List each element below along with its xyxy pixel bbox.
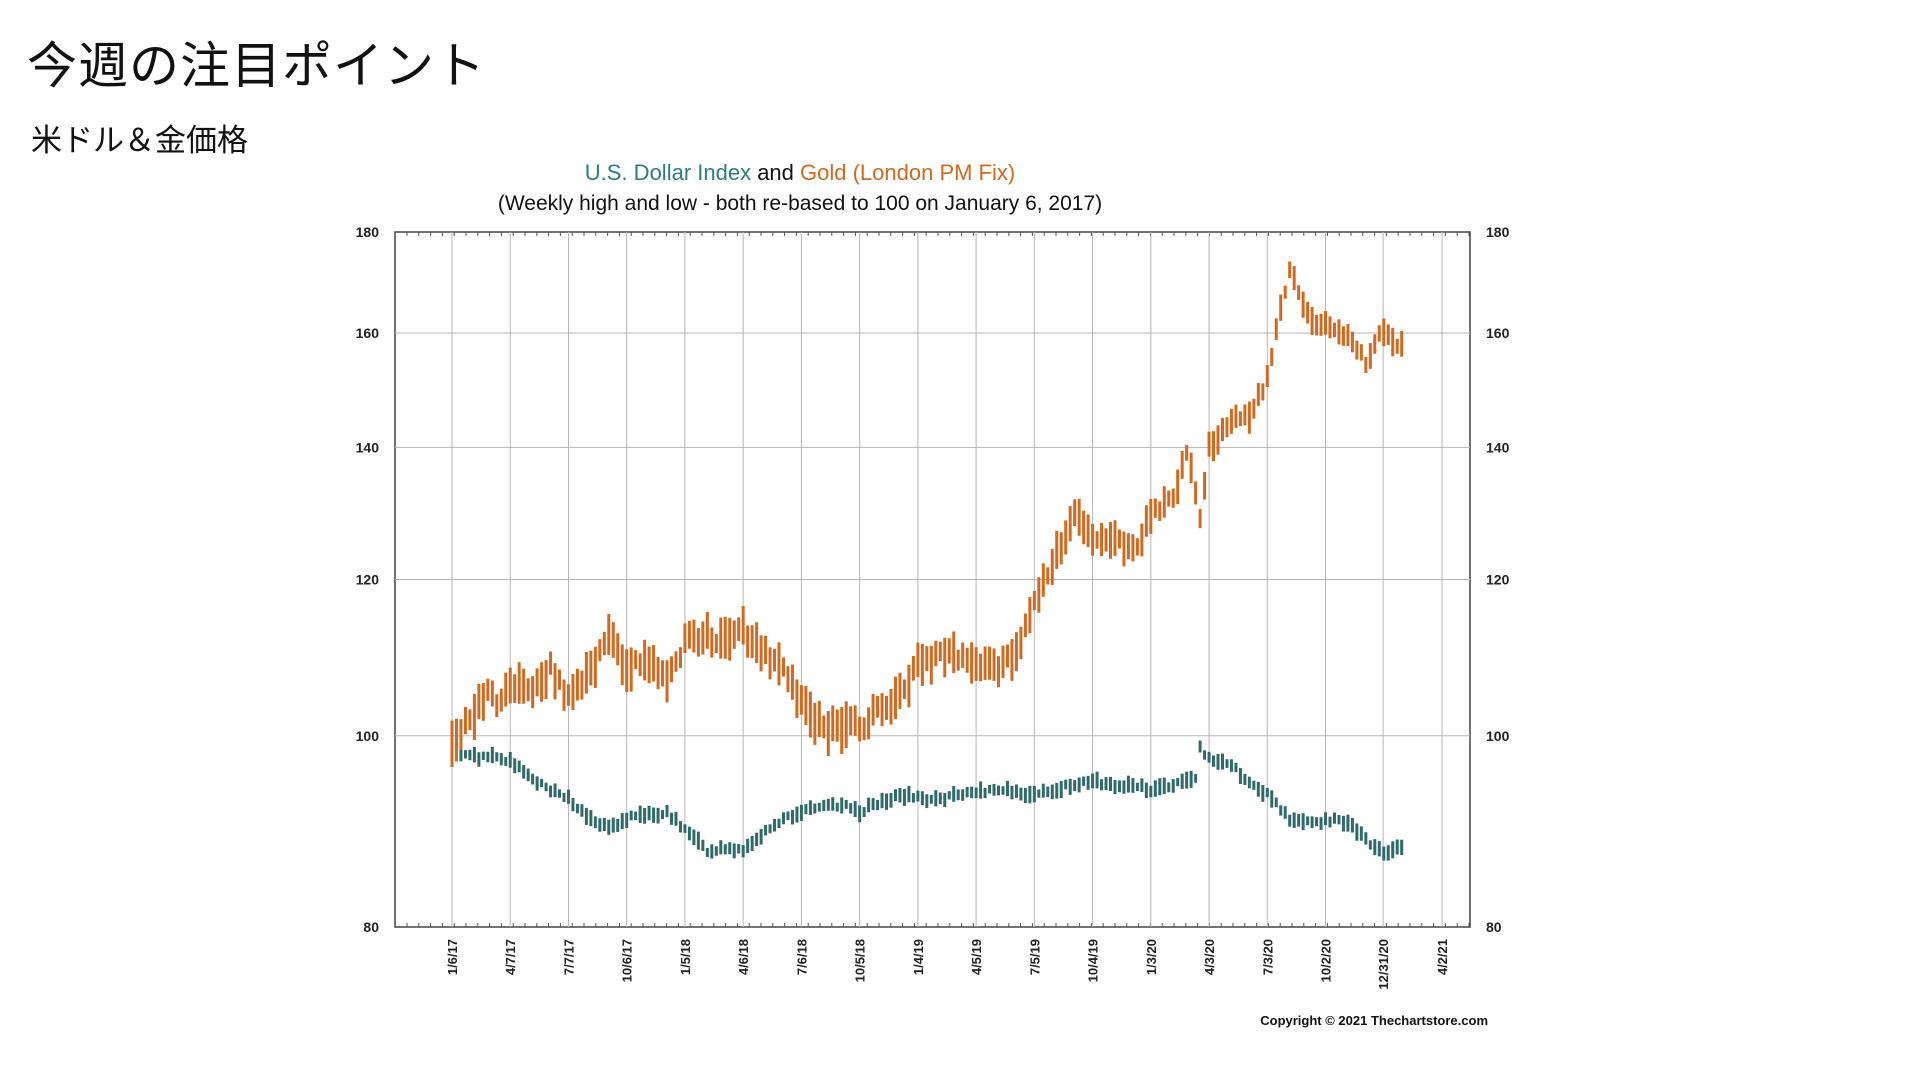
- x-tick-label: 12/31/20: [1376, 939, 1391, 990]
- y-tick-label-right: 160: [1486, 325, 1510, 341]
- y-axis-right: 80 100 120 140 160 180: [1486, 224, 1510, 935]
- y-tick-label-left: 140: [356, 439, 380, 455]
- series-layer: [450, 261, 1404, 861]
- x-tick-label: 7/5/19: [1027, 939, 1042, 975]
- y-tick-label-right: 140: [1486, 439, 1510, 455]
- copyright-text: Copyright © 2021 Thechartstore.com: [1260, 1013, 1488, 1028]
- x-tick-label: 1/3/20: [1144, 939, 1159, 975]
- y-tick-label-left: 180: [356, 224, 380, 240]
- x-tick-label: 10/6/17: [620, 939, 635, 982]
- x-tick-label: 1/4/19: [911, 939, 926, 975]
- y-tick-label-right: 180: [1486, 224, 1510, 240]
- x-tick-label: 7/6/18: [794, 939, 809, 975]
- x-tick-label: 1/6/17: [445, 939, 460, 975]
- y-tick-label-left: 160: [356, 325, 380, 341]
- x-tick-label: 4/3/20: [1202, 939, 1217, 975]
- x-axis: 1/6/17 4/7/17 7/7/17 10/6/17 1/5/18 4/6/18 7/6…: [445, 939, 1450, 990]
- page-title: 今週の注目ポイント: [27, 37, 486, 95]
- chart-title-part: Gold (London PM Fix): [800, 160, 1015, 185]
- x-tick-label: 7/3/20: [1260, 939, 1275, 975]
- gridlines: [395, 232, 1470, 927]
- x-tick-label: 4/5/19: [969, 939, 984, 975]
- y-tick-label-right: 100: [1486, 728, 1510, 744]
- chart-subtitle: (Weekly high and low - both re-based to …: [498, 192, 1102, 215]
- x-tick-label: 10/4/19: [1086, 939, 1101, 982]
- y-tick-label-left: 120: [356, 572, 380, 588]
- page-subtitle: 米ドル＆金価格: [31, 123, 248, 159]
- chart-title-part: U.S. Dollar Index: [585, 160, 751, 185]
- y-tick-label-right: 120: [1486, 572, 1510, 588]
- x-tick-label: 10/2/20: [1319, 939, 1334, 982]
- series-dollar-index: [450, 740, 1404, 861]
- x-tick-label: 7/7/17: [561, 939, 576, 975]
- y-tick-label-right: 80: [1486, 919, 1502, 935]
- chart-title: U.S. Dollar Index and Gold (London PM Fi…: [585, 160, 1015, 185]
- y-tick-label-left: 100: [356, 728, 380, 744]
- series-gold: [450, 261, 1404, 767]
- x-tick-label: 10/5/18: [853, 939, 868, 982]
- x-tick-label: 1/5/18: [678, 939, 693, 975]
- chart-title-part: and: [751, 160, 800, 185]
- x-tick-label: 4/2/21: [1435, 939, 1450, 975]
- y-axis-left: 80 100 120 140 160 180: [356, 224, 380, 935]
- y-tick-label-left: 80: [363, 919, 379, 935]
- x-tick-label: 4/7/17: [503, 939, 518, 975]
- x-tick-label: 4/6/18: [736, 939, 751, 975]
